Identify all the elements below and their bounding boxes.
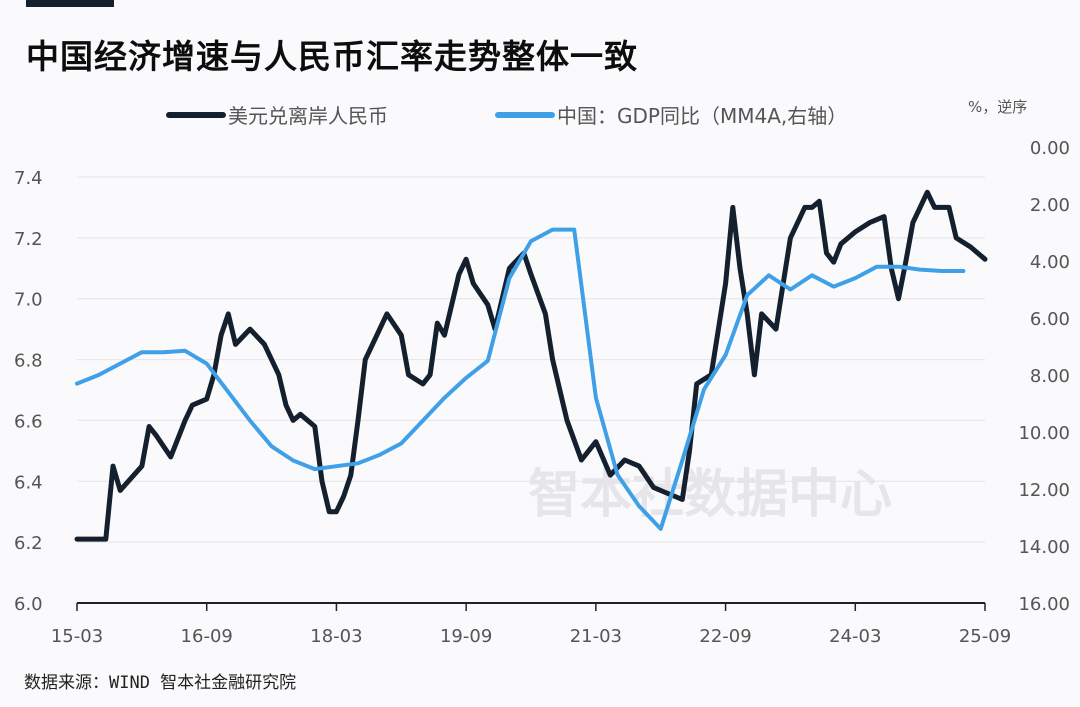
y-left-tick-label: 7.2 [14, 229, 43, 250]
chart-title: 中国经济增速与人民币汇率走势整体一致 [26, 37, 638, 76]
x-tick-label: 16-09 [181, 626, 233, 647]
y-right-tick-label: 2.00 [1030, 195, 1070, 216]
y-right-tick-label: 16.00 [1018, 594, 1070, 615]
y-right-tick-label: 8.00 [1030, 366, 1070, 387]
y-left-tick-label: 6.2 [14, 533, 43, 554]
x-tick-label: 19-09 [440, 626, 492, 647]
y-right-tick-label: 6.00 [1030, 309, 1070, 330]
x-tick-label: 21-03 [570, 626, 622, 647]
x-tick-label: 15-03 [51, 626, 103, 647]
y-right-tick-label: 12.00 [1018, 480, 1070, 501]
legend-swatch [166, 111, 226, 118]
y-right-tick-label: 0.00 [1030, 138, 1070, 159]
y-right-tick-label: 10.00 [1018, 423, 1070, 444]
y-right-tick-label: 14.00 [1018, 537, 1070, 558]
watermark: 智本社数据中心 [528, 465, 892, 525]
legend-swatch [495, 111, 555, 118]
legend-item-gdp: 中国：GDP同比（MM4A,右轴） [495, 100, 847, 129]
y-left-tick-label: 6.4 [14, 472, 43, 493]
right-axis-unit: %，逆序 [968, 98, 1028, 116]
x-tick-label: 24-03 [829, 626, 881, 647]
x-tick-label: 18-03 [310, 626, 362, 647]
series-line-gdp [75, 227, 966, 531]
y-left-tick-label: 6.0 [14, 594, 43, 615]
legend-label: 美元兑离岸人民币 [228, 104, 388, 128]
source-note: 数据来源：WIND 智本社金融研究院 [24, 673, 297, 693]
x-tick-label: 22-09 [699, 626, 751, 647]
y-left-tick-label: 6.8 [14, 351, 43, 372]
y-left-tick-label: 6.6 [14, 411, 43, 432]
legend-item-cny: 美元兑离岸人民币 [166, 100, 388, 129]
x-tick-label: 25-09 [959, 626, 1011, 647]
y-left-tick-label: 7.4 [14, 168, 43, 189]
legend-label: 中国：GDP同比（MM4A,右轴） [557, 104, 848, 128]
y-left-tick-label: 7.0 [14, 290, 43, 311]
y-right-tick-label: 4.00 [1030, 252, 1070, 273]
title-accent-bar [26, 0, 114, 7]
